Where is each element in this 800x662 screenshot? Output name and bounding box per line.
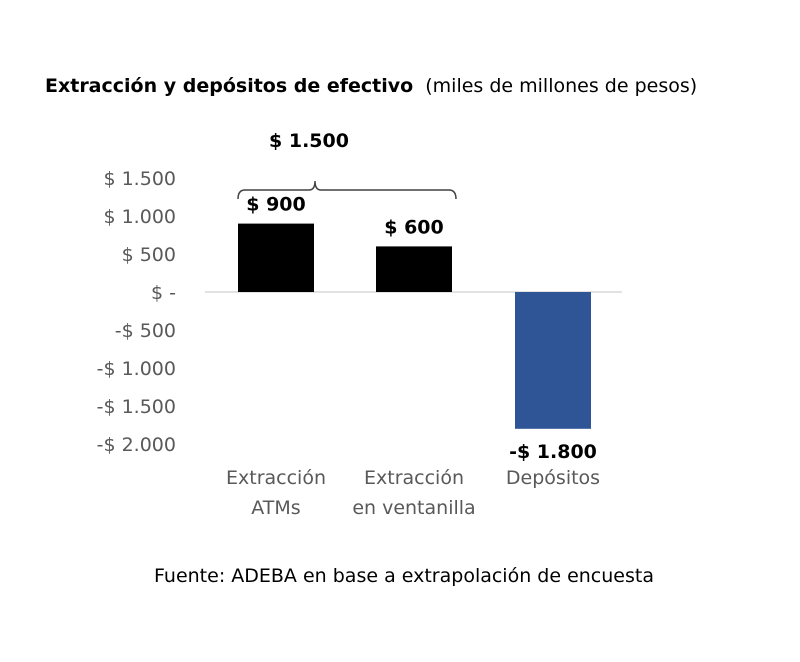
category-labels: Extracción ATMs Extracción en ventanilla Dep… bbox=[226, 467, 600, 519]
category-label: ATMs bbox=[251, 497, 300, 519]
chart-subtitle: (miles de millones de pesos) bbox=[425, 75, 697, 97]
category-label: Depósitos bbox=[506, 467, 600, 489]
data-label: -$ 1.800 bbox=[509, 441, 597, 463]
y-tick-label: $ 1.000 bbox=[103, 206, 176, 228]
y-axis: $ 1.500 $ 1.000 $ 500 $ - -$ 500 -$ 1.000 -$ 1… bbox=[97, 168, 176, 456]
chart-title: Extracción y depósitos de efectivo (mile… bbox=[45, 75, 697, 97]
y-tick-label: -$ 2.000 bbox=[97, 434, 176, 456]
bars bbox=[238, 223, 591, 429]
sum-annotation: $ 1.500 bbox=[237, 130, 457, 200]
category-label: en ventanilla bbox=[352, 497, 475, 519]
data-label: $ 900 bbox=[246, 194, 306, 216]
annotation-bracket bbox=[237, 180, 457, 200]
y-tick-label: $ 1.500 bbox=[103, 168, 176, 190]
y-tick-label: -$ 1.500 bbox=[97, 396, 176, 418]
category-label: Extracción bbox=[364, 467, 464, 489]
chart-title-main: Extracción y depósitos de efectivo bbox=[45, 75, 413, 97]
data-label: $ 600 bbox=[384, 216, 444, 238]
annotation-label: $ 1.500 bbox=[269, 130, 349, 152]
bar bbox=[238, 223, 314, 292]
y-tick-label: $ 500 bbox=[122, 244, 176, 266]
bar bbox=[376, 246, 452, 292]
data-labels: $ 900 $ 600 -$ 1.800 bbox=[246, 194, 597, 463]
y-tick-label: $ - bbox=[151, 282, 176, 304]
bar bbox=[515, 292, 591, 429]
category-label: Extracción bbox=[226, 467, 326, 489]
source-note: Fuente: ADEBA en base a extrapolación de… bbox=[154, 565, 654, 587]
y-tick-label: -$ 1.000 bbox=[97, 358, 176, 380]
y-tick-label: -$ 500 bbox=[115, 320, 176, 342]
